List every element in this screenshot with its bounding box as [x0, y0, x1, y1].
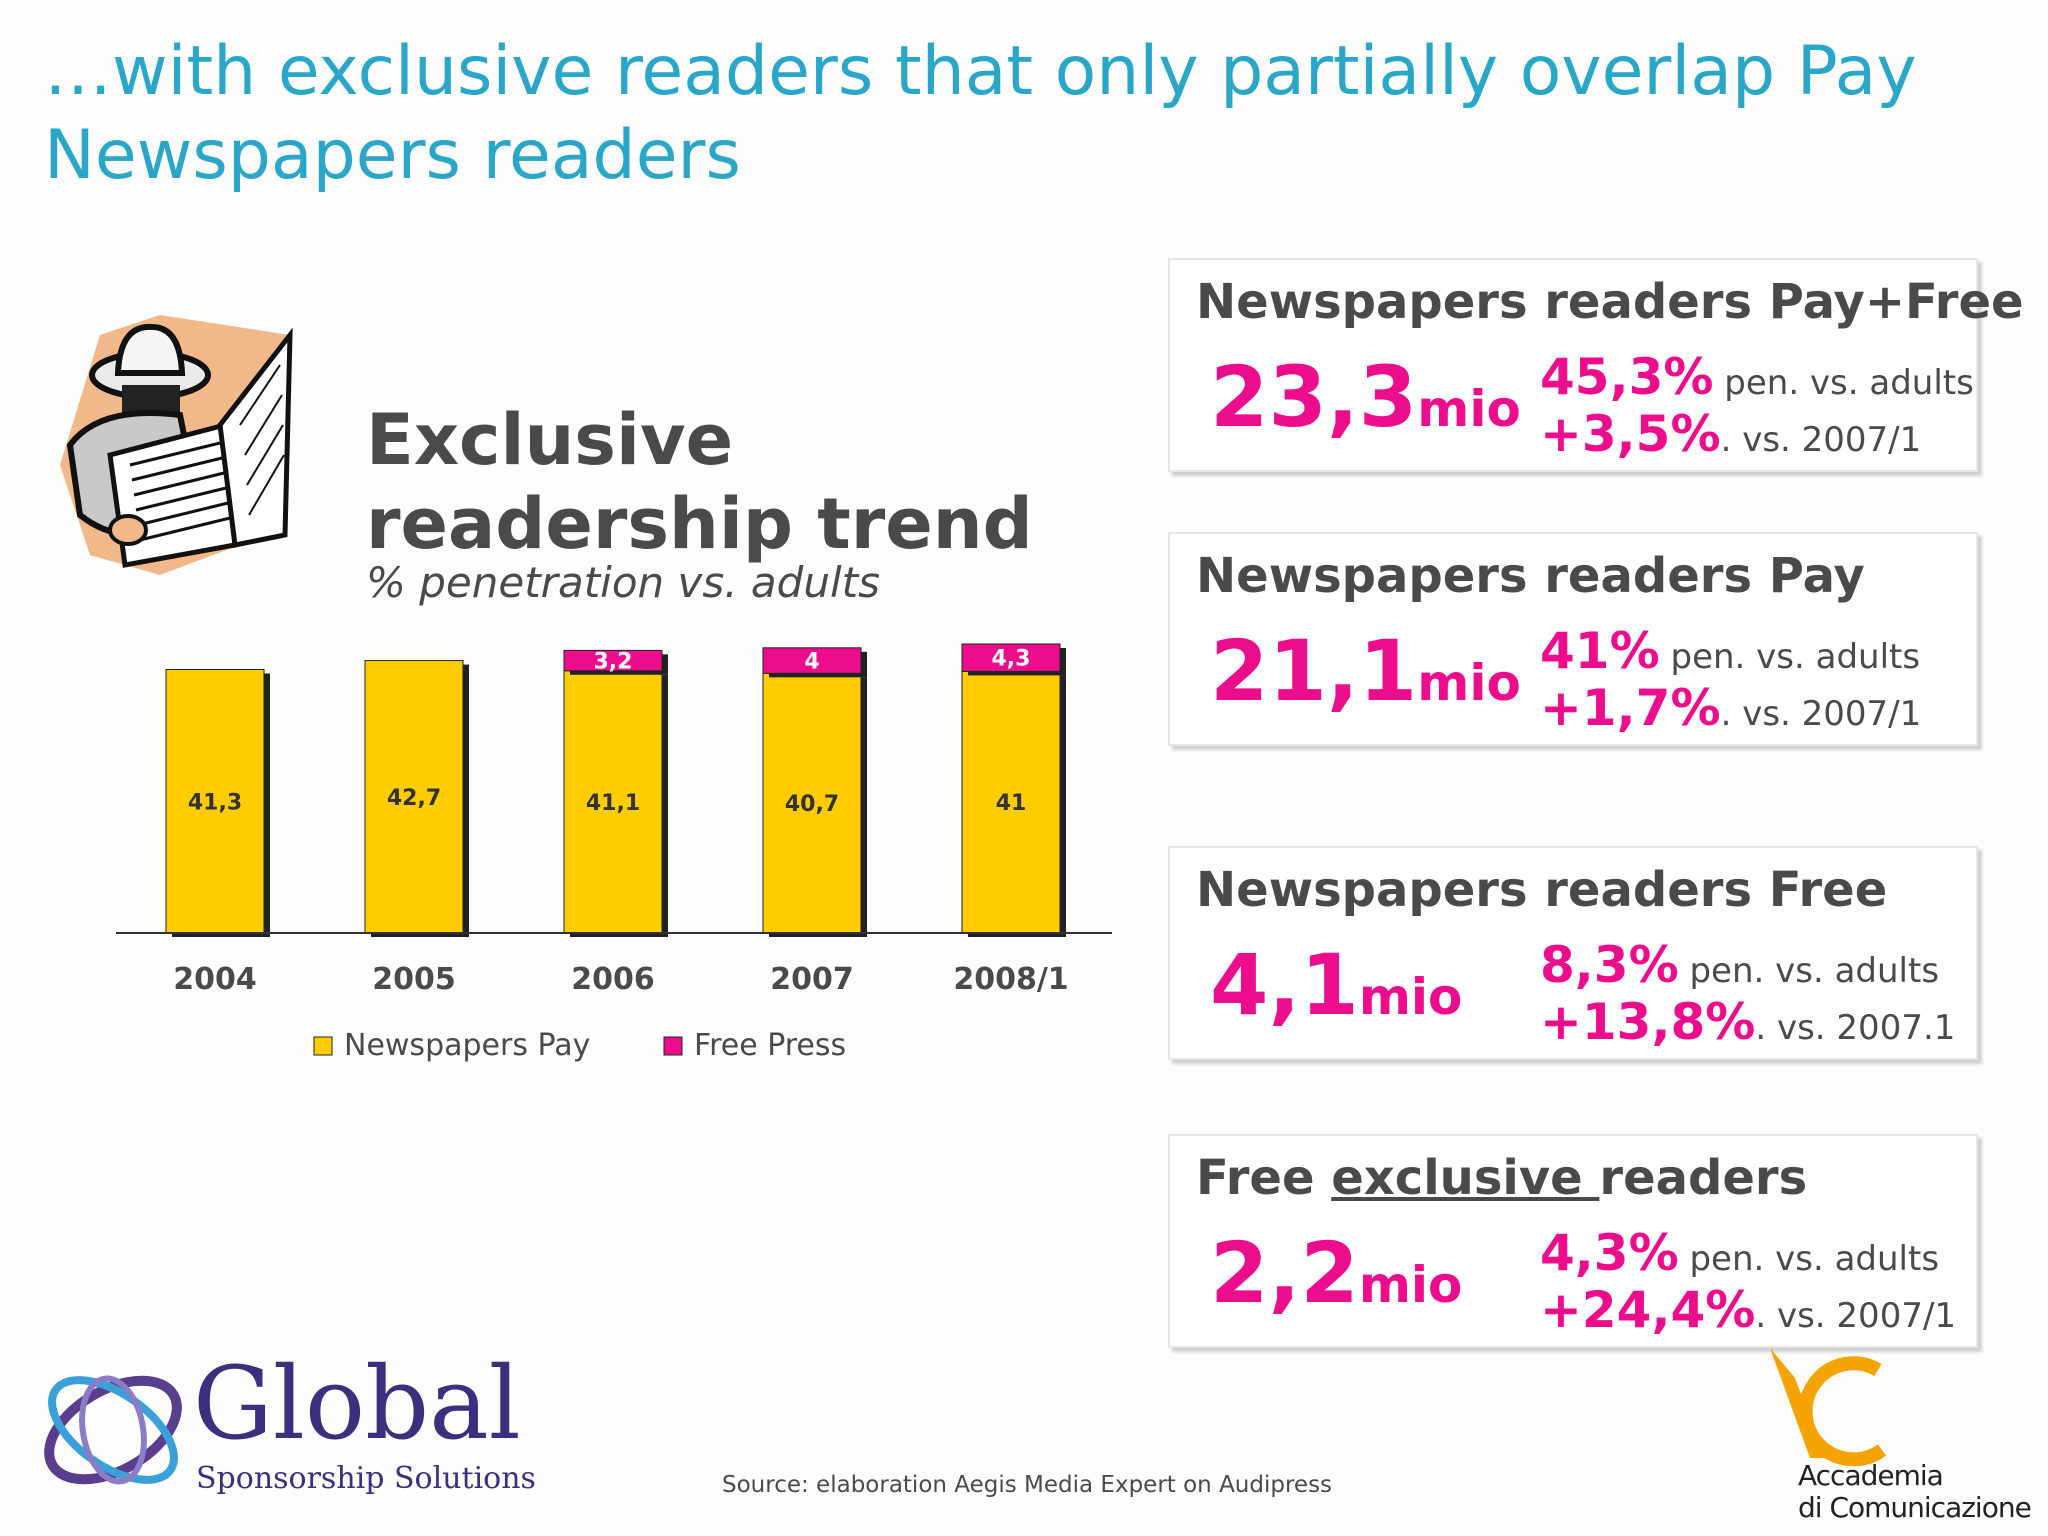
global-sponsorship-logo: Global Sponsorship Solutions [44, 1345, 536, 1496]
panel-penetration: 8,3% pen. vs. adults [1540, 936, 1940, 994]
panel-penetration: 41% pen. vs. adults [1540, 622, 1921, 680]
panel-delta: +13,8%. vs. 2007.1 [1540, 993, 1956, 1051]
accademia-line2: di Comunicazione [1798, 1491, 2032, 1524]
panel-title: Newspapers readers Pay+Free [1196, 274, 2024, 330]
x-tick-label: 2006 [571, 962, 655, 997]
bar-value-label: 41,1 [586, 791, 640, 816]
panel-penetration: 45,3% pen. vs. adults [1540, 348, 1974, 406]
x-tick-label: 2004 [173, 962, 257, 997]
stat-panel: Free exclusive readers 2,2mio 4,3% pen. vs… [1168, 1134, 1978, 1348]
stat-panel: Newspapers readers Pay 21,1mio 41% pen. vs… [1168, 532, 1978, 746]
bar-value-label: 3,2 [594, 650, 633, 675]
legend-swatch [663, 1036, 683, 1056]
bar-newspapers-pay-2008/1 [961, 670, 1061, 934]
accademia-logo [1770, 1348, 1887, 1467]
legend-swatch [313, 1036, 333, 1056]
bar-newspapers-pay-2005 [364, 660, 464, 934]
slide-title: …with exclusive readers that only partia… [44, 32, 1917, 195]
x-tick-label: 2005 [372, 962, 456, 997]
panel-delta: +24,4%. vs. 2007/1 [1540, 1281, 1957, 1339]
bar-value-label: 40,7 [785, 792, 839, 817]
legend-label: Newspapers Pay [344, 1028, 590, 1063]
panel-penetration: 4,3% pen. vs. adults [1540, 1224, 1940, 1282]
accademia-logo-text: Accademia di Comunicazione [1798, 1459, 2032, 1524]
bar-free-press-2008/1 [961, 643, 1061, 672]
panel-big-number: 21,1mio [1210, 622, 1521, 720]
global-logo-tagline: Sponsorship Solutions [196, 1461, 536, 1496]
x-tick-label: 2008/1 [953, 962, 1068, 997]
source-note: Source: elaboration Aegis Media Expert o… [722, 1472, 1333, 1498]
panel-big-number: 23,3mio [1210, 348, 1521, 446]
bar-newspapers-pay-2004 [165, 669, 265, 934]
readership-bar-chart: 41,3 2004 42,7 2005 41,1 3,2 2006 40,7 4 2007 41 4,… [116, 643, 1112, 1063]
legend-label: Free Press [694, 1028, 846, 1063]
bar-free-press-2006 [563, 649, 663, 672]
x-tick-label: 2007 [770, 962, 854, 997]
bar-value-label: 41,3 [188, 790, 242, 815]
bar-newspapers-pay-2006 [563, 670, 663, 934]
chart-title: Exclusive readership trend [366, 399, 1033, 565]
panel-big-number: 4,1mio [1210, 936, 1463, 1034]
stat-panel: Newspapers readers Free 4,1mio 8,3% pen. v… [1168, 846, 1978, 1060]
chart-subtitle: % penetration vs. adults [366, 558, 880, 607]
accademia-line1: Accademia [1798, 1459, 1944, 1492]
bar-newspapers-pay-2007 [762, 672, 862, 934]
panel-title: Newspapers readers Free [1196, 862, 1888, 918]
panel-title: Free exclusive readers [1196, 1150, 1808, 1206]
bar-value-label: 4,3 [992, 647, 1031, 672]
panel-delta: +1,7%. vs. 2007/1 [1540, 679, 1922, 737]
panel-title: Newspapers readers Pay [1196, 548, 1865, 604]
stat-panel: Newspapers readers Pay+Free 23,3mio 45,3% … [1168, 258, 2024, 472]
bar-value-label: 42,7 [387, 786, 441, 811]
panel-delta: +3,5%. vs. 2007/1 [1540, 405, 1922, 463]
bar-free-press-2007 [762, 647, 862, 674]
newspaper-reader-illustration [60, 315, 293, 575]
bar-value-label: 41 [996, 791, 1027, 816]
bar-value-label: 4 [804, 650, 819, 675]
global-logo-name: Global [193, 1345, 521, 1462]
panel-big-number: 2,2mio [1210, 1224, 1463, 1322]
